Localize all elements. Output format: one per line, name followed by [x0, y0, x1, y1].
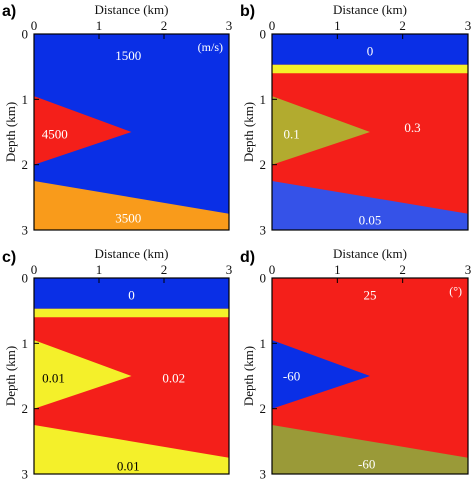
y-tick-label: 2 [22, 157, 29, 172]
plot-frame [271, 277, 469, 475]
layer-red-1 [34, 96, 132, 165]
plot-frame [33, 277, 230, 475]
panel-letter: d) [240, 249, 255, 266]
x-tick-label: 0 [269, 18, 276, 33]
model-layers [272, 278, 468, 474]
layer-blue_light-4 [272, 181, 468, 230]
y-tick-label: 1 [22, 92, 29, 107]
model-layers [272, 34, 468, 230]
plot-frame [271, 33, 469, 231]
unit-label: (°) [449, 284, 462, 298]
x-tick-label: 1 [334, 18, 341, 33]
x-axis-title: Distance (km) [94, 246, 168, 261]
y-tick-label: 0 [22, 271, 29, 286]
x-axis-title: Distance (km) [333, 2, 407, 17]
region-value-label: 3500 [115, 211, 141, 226]
layer-yellow-4 [34, 425, 229, 474]
y-tick-label: 3 [22, 223, 29, 238]
region-value-label: 0 [367, 43, 374, 58]
y-tick-label: 3 [260, 467, 267, 482]
layer-olive-3 [272, 96, 370, 165]
y-axis-title: Depth (km) [3, 346, 18, 406]
y-tick-label: 0 [260, 27, 267, 42]
x-tick-label: 3 [226, 262, 233, 277]
unit-label: (m/s) [198, 40, 223, 54]
x-tick-label: 3 [226, 18, 233, 33]
x-tick-label: 2 [161, 18, 168, 33]
region-value-label: 25 [364, 287, 377, 302]
region-value-label: 0.1 [283, 126, 299, 141]
layer-yellow-2 [34, 308, 229, 318]
layer-orange-2 [34, 181, 229, 230]
y-axis-title: Depth (km) [3, 102, 18, 162]
x-axis-title: Distance (km) [94, 2, 168, 17]
x-tick-label: 2 [161, 262, 168, 277]
region-value-label: 1500 [115, 48, 141, 63]
y-axis-title: Depth (km) [241, 346, 256, 406]
x-tick-label: 3 [465, 262, 472, 277]
layer-blue-1 [34, 278, 229, 309]
region-value-label: -60 [283, 369, 300, 384]
y-tick-label: 0 [22, 27, 29, 42]
region-value-label: -60 [358, 457, 375, 472]
x-tick-label: 1 [334, 262, 341, 277]
panel-letter: a) [2, 3, 16, 20]
layer-blue-1 [272, 340, 370, 409]
x-tick-label: 3 [465, 18, 472, 33]
region-value-label: 0 [128, 287, 135, 302]
model-layers [34, 278, 229, 474]
model-layers [34, 34, 229, 230]
y-tick-label: 3 [22, 467, 29, 482]
y-tick-label: 2 [260, 401, 267, 416]
x-tick-label: 2 [399, 18, 406, 33]
region-value-label: 0.01 [42, 370, 65, 385]
x-axis-title: Distance (km) [333, 246, 407, 261]
panel-letter: c) [2, 249, 16, 266]
region-value-label: 0.02 [162, 370, 185, 385]
panel-a: 0 1 2 3 0 1 2 3 Distance (km) Depth (km) a) (m/s) 15… [2, 2, 232, 238]
x-tick-label: 1 [96, 262, 103, 277]
y-tick-label: 2 [22, 401, 29, 416]
x-tick-label: 0 [31, 18, 38, 33]
layer-yellow-2 [272, 64, 468, 74]
x-tick-label: 0 [31, 262, 38, 277]
panel-b: 0 1 2 3 0 1 2 3 Distance (km) Depth (km) b) 0 0.1 0.3… [240, 2, 471, 238]
x-tick-label: 1 [96, 18, 103, 33]
y-axis-title: Depth (km) [241, 102, 256, 162]
x-tick-label: 2 [399, 262, 406, 277]
region-value-label: 0.01 [117, 459, 140, 474]
y-tick-label: 1 [260, 92, 267, 107]
panel-d: 0 1 2 3 0 1 2 3 Distance (km) Depth (km) d) (°) 25 -6… [240, 246, 471, 482]
y-tick-label: 2 [260, 157, 267, 172]
y-tick-label: 1 [260, 336, 267, 351]
panel-letter: b) [240, 3, 255, 20]
layer-yellow-3 [34, 340, 132, 409]
y-tick-label: 3 [260, 223, 267, 238]
plot-frame [33, 33, 230, 231]
layer-olive_dark-2 [272, 425, 468, 474]
region-value-label: 4500 [42, 126, 68, 141]
panel-c: 0 1 2 3 0 1 2 3 Distance (km) Depth (km) c) 0 0.01 0.… [2, 246, 232, 482]
layer-blue-1 [272, 34, 468, 65]
x-tick-label: 0 [269, 262, 276, 277]
region-value-label: 0.05 [359, 213, 382, 228]
y-tick-label: 1 [22, 336, 29, 351]
y-tick-label: 0 [260, 271, 267, 286]
region-value-label: 0.3 [404, 120, 420, 135]
